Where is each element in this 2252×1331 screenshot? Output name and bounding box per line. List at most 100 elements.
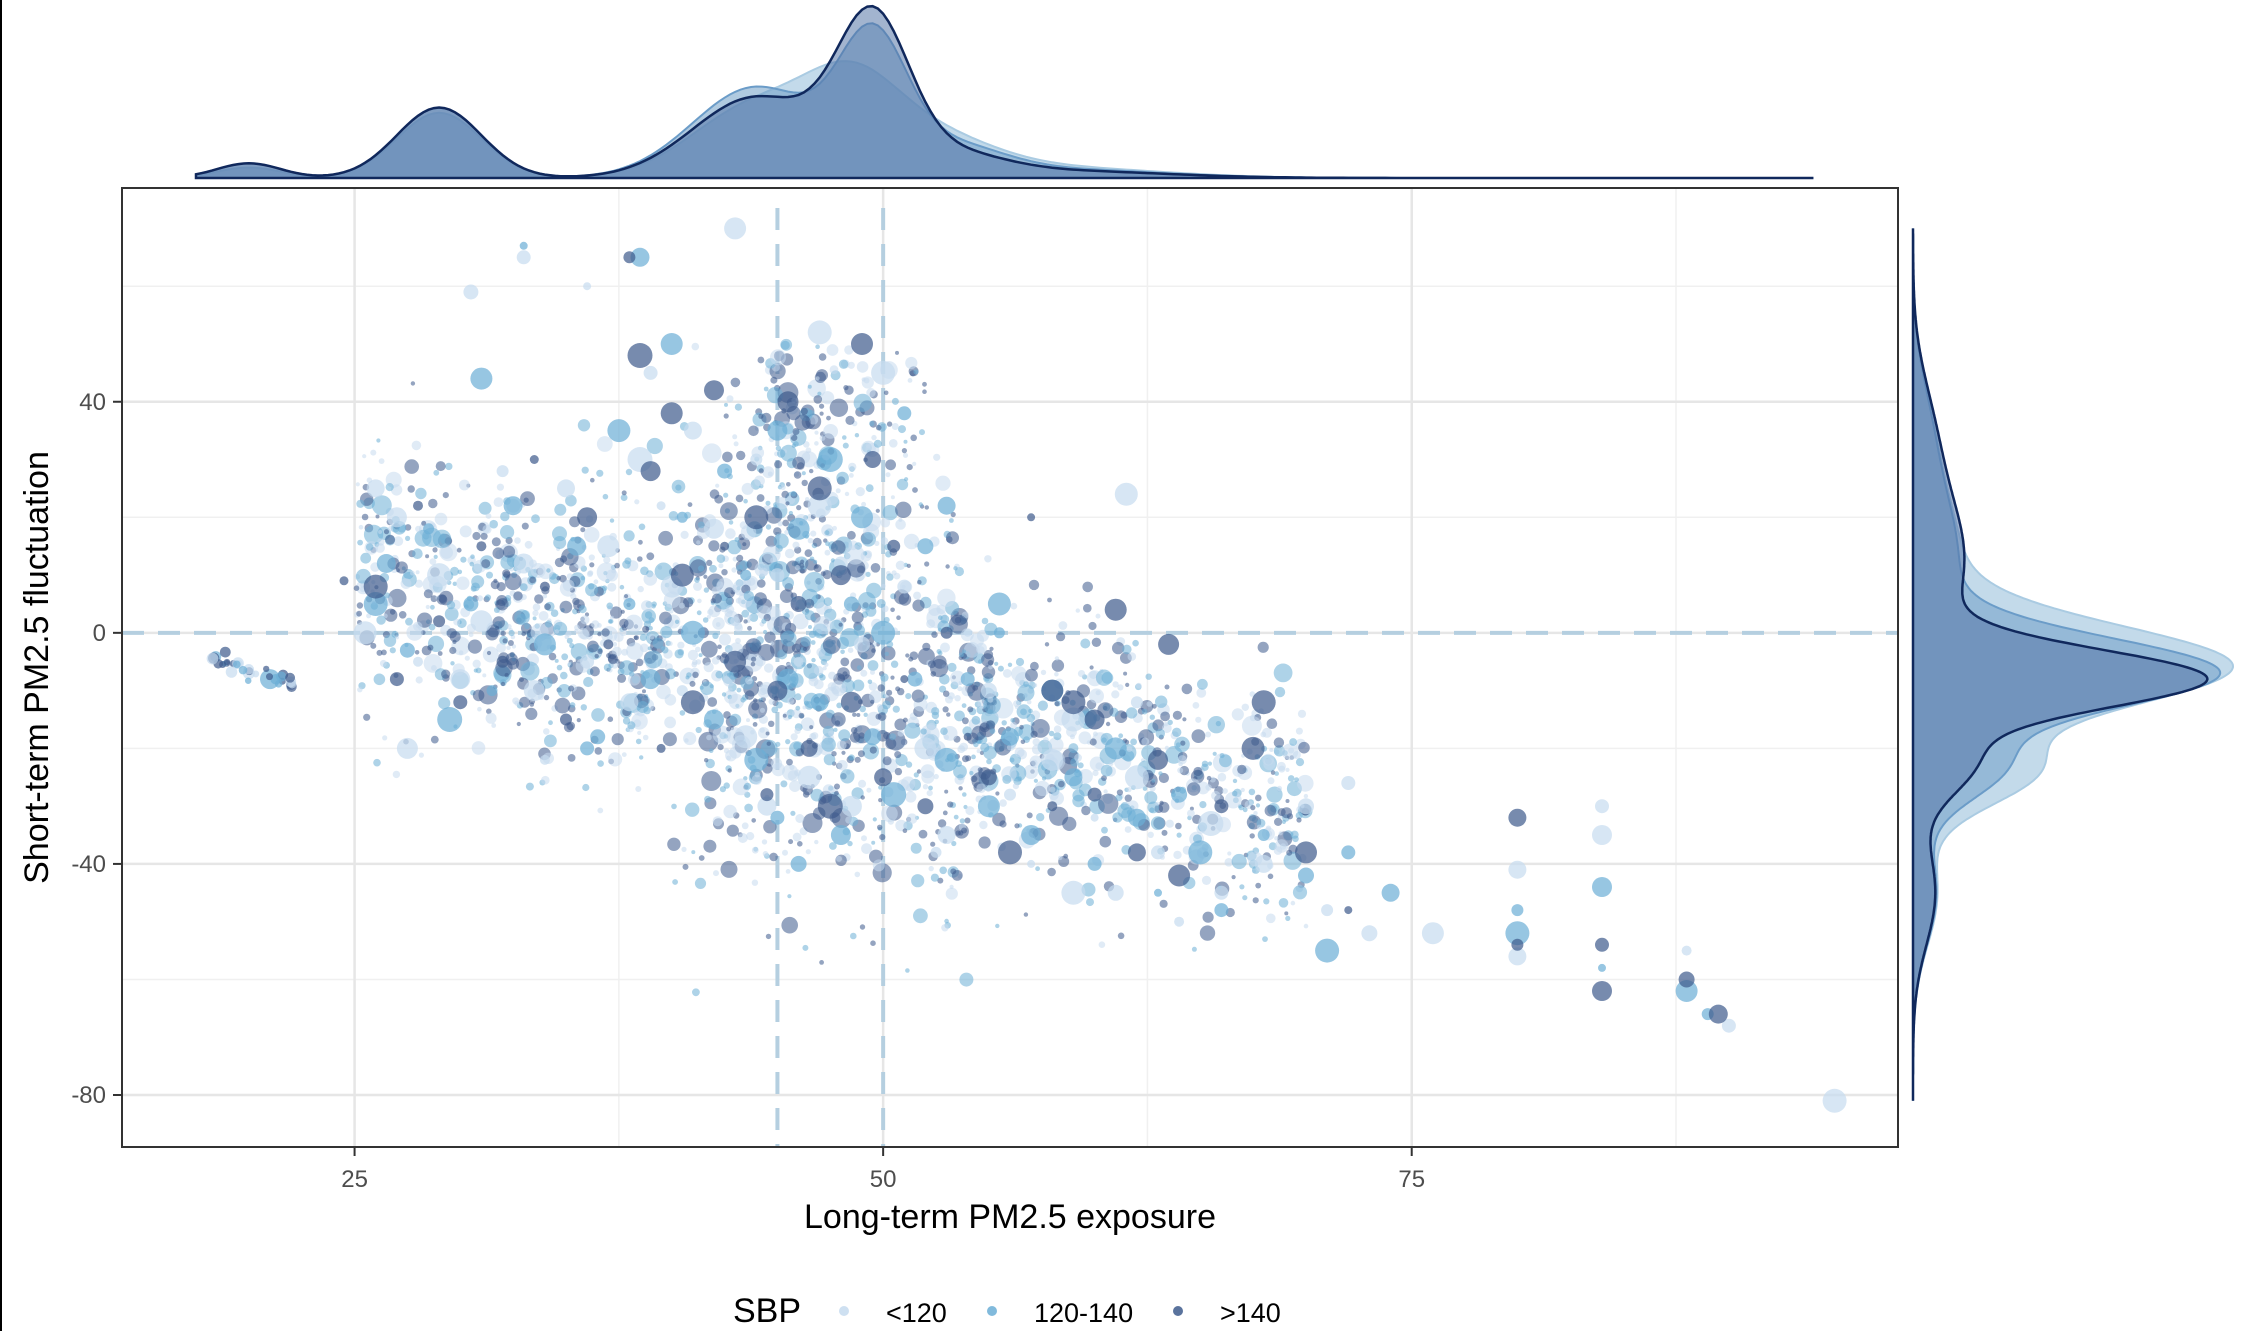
data-point: [589, 562, 595, 568]
data-point: [785, 739, 791, 745]
data-point: [464, 655, 470, 661]
data-point: [1056, 632, 1066, 642]
data-point: [560, 671, 568, 680]
data-point: [594, 653, 599, 659]
data-point: [611, 733, 624, 746]
data-point: [415, 487, 427, 500]
data-point: [1155, 801, 1160, 806]
data-point: [634, 499, 640, 505]
data-point: [822, 570, 832, 580]
data-point: [953, 814, 959, 820]
data-point: [1172, 727, 1182, 737]
data-point: [732, 584, 741, 593]
data-point: [901, 448, 908, 454]
data-point: [1296, 817, 1302, 823]
data-point: [910, 842, 922, 854]
data-point: [821, 737, 836, 752]
data-point: [1081, 805, 1091, 816]
data-point: [894, 751, 902, 759]
data-point: [414, 650, 420, 655]
data-point: [624, 614, 643, 633]
legend-key-point: [1173, 1306, 1183, 1316]
data-point: [370, 642, 377, 649]
data-point: [694, 877, 707, 890]
data-point: [871, 434, 877, 441]
data-point: [782, 849, 788, 856]
data-point: [433, 554, 438, 560]
data-point: [1047, 597, 1052, 603]
data-point: [936, 604, 946, 615]
data-point: [539, 754, 550, 765]
x-tick-label: 25: [341, 1166, 368, 1193]
data-point: [729, 713, 742, 726]
data-point: [889, 733, 897, 741]
data-point: [1182, 717, 1187, 722]
data-point: [808, 630, 817, 639]
data-point: [339, 576, 349, 586]
data-point: [1240, 787, 1245, 793]
data-point: [793, 656, 804, 667]
data-point: [720, 541, 730, 551]
data-point: [1264, 804, 1277, 817]
data-point: [1135, 682, 1142, 689]
data-point: [790, 596, 807, 612]
data-point: [948, 614, 968, 634]
data-point: [642, 734, 649, 741]
data-point: [1001, 727, 1019, 746]
data-point: [524, 540, 533, 549]
data-point: [854, 871, 861, 878]
data-point: [924, 561, 930, 567]
data-point: [1043, 737, 1049, 743]
data-point: [927, 722, 936, 731]
data-point: [1344, 906, 1353, 915]
data-point: [1111, 690, 1120, 699]
data-point: [579, 629, 590, 640]
data-point: [1285, 799, 1290, 803]
data-point: [685, 802, 700, 817]
data-point: [395, 561, 408, 574]
data-point: [1295, 841, 1317, 864]
data-point: [976, 783, 986, 793]
data-point: [814, 564, 819, 569]
data-point: [1032, 738, 1041, 746]
data-point: [1023, 764, 1039, 779]
data-point: [1341, 776, 1356, 790]
data-point: [576, 718, 581, 723]
data-point: [1099, 835, 1112, 848]
data-point: [583, 527, 600, 543]
data-point: [723, 804, 737, 819]
data-point: [791, 643, 802, 653]
data-point: [943, 690, 950, 697]
data-point: [640, 461, 661, 482]
data-point: [1285, 767, 1290, 773]
data-point: [743, 619, 748, 624]
data-point: [407, 485, 415, 493]
data-point: [392, 770, 401, 779]
data-point: [781, 490, 789, 499]
data-point: [707, 609, 714, 616]
data-point: [728, 693, 744, 710]
data-point: [906, 464, 913, 471]
data-point: [373, 673, 386, 686]
data-point: [741, 482, 754, 495]
data-point: [1174, 916, 1185, 927]
data-point: [603, 639, 614, 650]
data-point: [516, 250, 531, 265]
data-point: [1212, 751, 1217, 756]
data-point: [831, 751, 837, 757]
data-point: [881, 805, 898, 822]
data-point: [708, 748, 714, 753]
data-point: [896, 615, 901, 620]
data-point: [790, 490, 797, 497]
data-point: [877, 684, 885, 692]
data-point: [383, 634, 397, 647]
data-point: [1196, 688, 1207, 698]
data-point: [395, 635, 399, 640]
data-point: [873, 439, 882, 448]
data-point: [941, 924, 949, 932]
data-point: [597, 648, 603, 654]
data-point: [768, 720, 775, 727]
data-point: [802, 646, 808, 652]
data-point: [918, 829, 928, 839]
data-point: [553, 536, 567, 549]
